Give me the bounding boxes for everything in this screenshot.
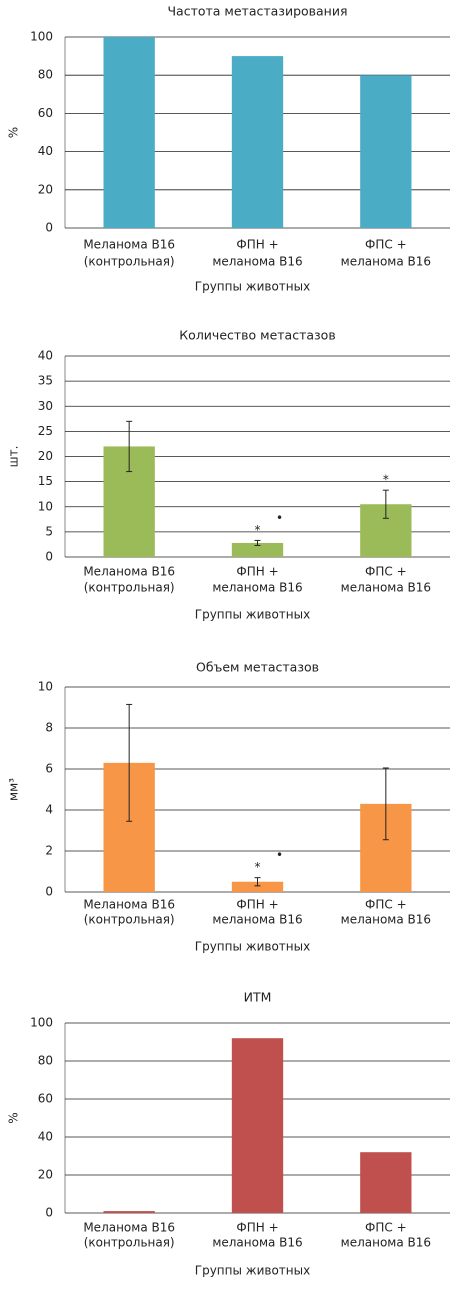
y-tick-label: 100 <box>30 1016 53 1030</box>
x-tick-label: меланома В16 <box>212 913 302 927</box>
y-tick-label: 20 <box>38 182 53 196</box>
x-tick-label: ФПН + <box>236 898 278 912</box>
error-bar <box>254 877 261 887</box>
chart-title: Объем метастазов <box>196 660 319 675</box>
significance-mark: • <box>276 848 283 862</box>
x-tick-label: ФПС + <box>365 238 407 252</box>
y-tick-label: 8 <box>45 721 53 735</box>
x-tick-label: ФПС + <box>365 565 407 579</box>
y-axis-label: % <box>7 1112 21 1123</box>
y-tick-label: 0 <box>45 550 53 564</box>
y-tick-label: 20 <box>38 1168 53 1182</box>
x-tick-label: ФПН + <box>236 1221 278 1235</box>
significance-mark: * <box>255 523 261 537</box>
x-tick-label: (контрольная) <box>84 581 175 595</box>
error-bar <box>254 539 261 546</box>
x-tick-label: меланома В16 <box>212 581 302 595</box>
bar <box>231 1038 284 1213</box>
bar <box>360 75 412 228</box>
y-tick-label: 60 <box>38 106 53 120</box>
y-axis-label: шт. <box>7 446 21 468</box>
x-tick-label: Меланома В16 <box>83 898 175 912</box>
y-tick-label: 6 <box>45 762 53 776</box>
y-tick-label: 25 <box>38 424 53 438</box>
x-tick-label: меланома В16 <box>341 255 431 269</box>
error-bar <box>126 703 133 822</box>
x-axis-label: Группы животных <box>195 940 310 954</box>
x-tick-label: меланома В16 <box>341 1236 431 1250</box>
x-tick-label: меланома В16 <box>341 581 431 595</box>
y-axis-label: мм³ <box>7 778 21 801</box>
bar <box>231 56 284 228</box>
x-tick-label: Меланома В16 <box>83 565 175 579</box>
y-tick-label: 0 <box>45 1206 53 1220</box>
y-tick-label: 40 <box>38 349 53 363</box>
x-axis-label: Группы животных <box>195 280 310 294</box>
x-tick-label: ФПН + <box>236 238 278 252</box>
x-axis-label: Группы животных <box>195 608 310 622</box>
y-tick-label: 2 <box>45 844 53 858</box>
bar <box>231 542 284 557</box>
y-tick-label: 5 <box>45 524 53 538</box>
x-tick-label: меланома В16 <box>212 1236 302 1250</box>
y-tick-label: 10 <box>38 499 53 513</box>
x-tick-label: ФПН + <box>236 565 278 579</box>
y-tick-label: 100 <box>30 30 53 44</box>
y-tick-label: 10 <box>38 680 53 694</box>
x-tick-label: (контрольная) <box>84 913 175 927</box>
x-tick-label: ФПС + <box>365 898 407 912</box>
y-tick-label: 40 <box>38 1130 53 1144</box>
chart-title: Частота метастазирования <box>167 4 347 19</box>
y-axis-label: % <box>7 127 21 138</box>
y-tick-label: 4 <box>45 803 53 817</box>
x-tick-label: меланома В16 <box>341 913 431 927</box>
error-bar <box>382 489 389 519</box>
y-tick-label: 80 <box>38 1054 53 1068</box>
error-bar <box>126 420 133 473</box>
x-tick-label: Меланома В16 <box>83 238 175 252</box>
y-tick-label: 40 <box>38 144 53 158</box>
y-tick-label: 0 <box>45 885 53 899</box>
chart-title: Количество метастазов <box>179 328 335 343</box>
y-tick-label: 30 <box>38 399 53 413</box>
error-bar <box>382 767 389 841</box>
bar <box>103 1211 155 1213</box>
bar <box>231 881 284 892</box>
y-tick-label: 15 <box>38 474 53 488</box>
x-axis-label: Группы животных <box>195 1264 310 1278</box>
y-tick-label: 20 <box>38 449 53 463</box>
y-tick-label: 60 <box>38 1092 53 1106</box>
bar <box>103 37 155 228</box>
y-tick-label: 0 <box>45 221 53 235</box>
x-tick-label: Меланома В16 <box>83 1221 175 1235</box>
x-tick-label: меланома В16 <box>212 255 302 269</box>
x-tick-label: ФПС + <box>365 1221 407 1235</box>
x-tick-label: (контрольная) <box>84 1236 175 1250</box>
significance-mark: * <box>383 473 389 487</box>
y-tick-label: 35 <box>38 374 53 388</box>
significance-mark: * <box>255 860 261 874</box>
significance-mark: • <box>276 511 283 525</box>
x-tick-label: (контрольная) <box>84 255 175 269</box>
chart-title: ИТМ <box>244 990 272 1005</box>
bar <box>360 1152 412 1213</box>
y-tick-label: 80 <box>38 68 53 82</box>
